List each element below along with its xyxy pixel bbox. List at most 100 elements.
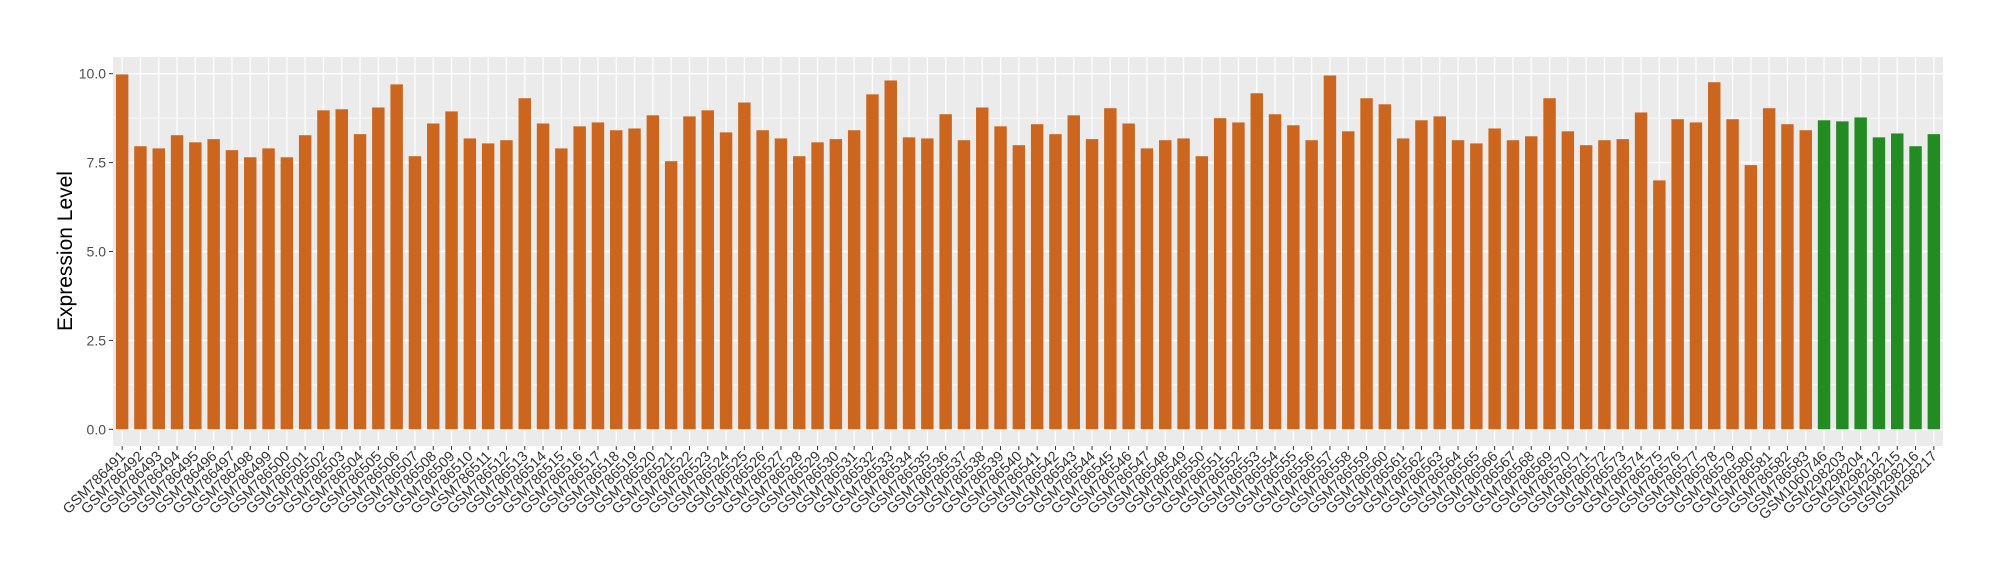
bar-GSM786520: [646, 115, 660, 430]
bar-GSM786542: [1049, 134, 1062, 430]
bar-GSM786507: [408, 156, 422, 430]
x-axis: GSM786491GSM786492GSM786493GSM786494GSM7…: [60, 446, 1941, 523]
bar-GSM786560: [1378, 104, 1392, 430]
bar-GSM298216: [1909, 146, 1922, 430]
bar-GSM298217: [1927, 134, 1941, 430]
bar-GSM786541: [1030, 124, 1044, 430]
bar-GSM786552: [1232, 122, 1245, 430]
bar-GSM786540: [1012, 145, 1026, 430]
bar-GSM786503: [335, 109, 348, 430]
bar-GSM786548: [1159, 140, 1172, 430]
bar-GSM786517: [591, 122, 605, 430]
bar-GSM786568: [1525, 136, 1538, 430]
bar-GSM786508: [427, 123, 440, 430]
bar-GSM786563: [1433, 116, 1446, 430]
bar-GSM786566: [1488, 128, 1501, 430]
y-tick-label: 0.0: [87, 421, 107, 437]
bar-GSM786528: [793, 156, 806, 430]
bar-GSM786545: [1104, 108, 1117, 430]
bar-GSM786501: [298, 135, 312, 430]
bar-GSM786582: [1781, 124, 1794, 430]
bar-GSM786495: [189, 142, 202, 430]
bar-GSM786498: [244, 157, 257, 430]
bar-GSM786546: [1122, 123, 1135, 430]
bar-GSM786564: [1451, 140, 1465, 430]
bar-GSM786516: [573, 126, 586, 430]
bar-GSM786522: [683, 116, 696, 430]
bar-GSM786539: [994, 126, 1007, 430]
bar-GSM786509: [445, 111, 458, 430]
bar-GSM786519: [628, 128, 641, 430]
bar-GSM298212: [1872, 137, 1886, 430]
bar-GSM786500: [280, 157, 294, 430]
bar-GSM786550: [1195, 156, 1209, 430]
bar-GSM786511: [481, 143, 495, 430]
bar-GSM786558: [1342, 131, 1355, 430]
bar-GSM786576: [1671, 119, 1684, 430]
bar-GSM786570: [1561, 131, 1575, 430]
bar-GSM786569: [1543, 98, 1556, 430]
y-tick-label: 10.0: [79, 66, 106, 82]
bar-GSM786491: [115, 74, 129, 430]
bar-GSM786527: [774, 138, 788, 430]
bar-GSM786530: [829, 139, 843, 430]
bar-GSM786518: [610, 130, 623, 430]
bar-GSM786565: [1470, 143, 1483, 430]
bar-GSM786532: [866, 94, 879, 430]
bar-GSM786524: [719, 132, 733, 430]
bar-GSM786579: [1726, 119, 1739, 430]
bar-GSM786562: [1415, 120, 1428, 430]
y-axis: 0.0 2.5 5.0 7.5 10.0: [79, 66, 113, 437]
y-tick-label: 7.5: [87, 155, 107, 171]
bar-GSM786572: [1598, 140, 1611, 430]
bar-GSM786493: [152, 148, 165, 430]
bar-GSM786504: [353, 134, 367, 430]
bar-GSM786502: [317, 110, 330, 430]
bar-GSM786583: [1799, 130, 1812, 430]
bar-GSM786547: [1140, 148, 1154, 430]
bar-GSM786549: [1177, 138, 1190, 430]
bar-GSM786525: [738, 102, 751, 430]
bar-GSM786538: [976, 107, 989, 430]
bar-GSM786526: [756, 130, 769, 430]
bar-GSM786510: [463, 138, 477, 430]
bar-GSM786531: [847, 130, 861, 430]
bar-GSM786559: [1360, 98, 1373, 430]
bar-GSM298204: [1854, 117, 1867, 430]
bar-GSM786581: [1762, 108, 1776, 430]
bar-GSM1060746: [1817, 120, 1831, 430]
bar-GSM786543: [1067, 115, 1080, 430]
bar-GSM786536: [939, 114, 952, 430]
bar-GSM786574: [1634, 112, 1648, 430]
bar-GSM786553: [1250, 93, 1263, 430]
bar-GSM786496: [207, 139, 220, 430]
bar-GSM786557: [1323, 75, 1337, 430]
bar-GSM786523: [701, 110, 714, 430]
bar-GSM786535: [921, 138, 934, 430]
bar-GSM786497: [225, 150, 239, 430]
bar-GSM786505: [372, 107, 385, 430]
y-tick-label: 5.0: [87, 244, 107, 260]
bar-GSM786571: [1579, 145, 1593, 430]
bar-GSM786561: [1396, 138, 1410, 430]
bar-GSM786529: [811, 142, 824, 430]
bar-GSM786521: [664, 161, 678, 430]
bar-GSM786499: [262, 148, 275, 430]
bar-GSM786534: [902, 137, 916, 430]
bar-GSM786533: [884, 80, 897, 430]
y-tick-label: 2.5: [87, 332, 107, 348]
bar-GSM786578: [1708, 82, 1721, 430]
bar-GSM298215: [1891, 133, 1904, 430]
bar-GSM786580: [1744, 165, 1758, 430]
bar-GSM786575: [1653, 180, 1666, 430]
bar-GSM786514: [536, 123, 550, 430]
bar-GSM786512: [500, 140, 513, 430]
bar-GSM298203: [1836, 121, 1849, 430]
bar-GSM786515: [555, 148, 568, 430]
bar-GSM786554: [1268, 114, 1282, 430]
bar-GSM786544: [1085, 139, 1099, 430]
y-axis-label: Expression Level: [54, 171, 77, 331]
bar-GSM786573: [1616, 139, 1629, 430]
bar-GSM786577: [1689, 122, 1703, 430]
